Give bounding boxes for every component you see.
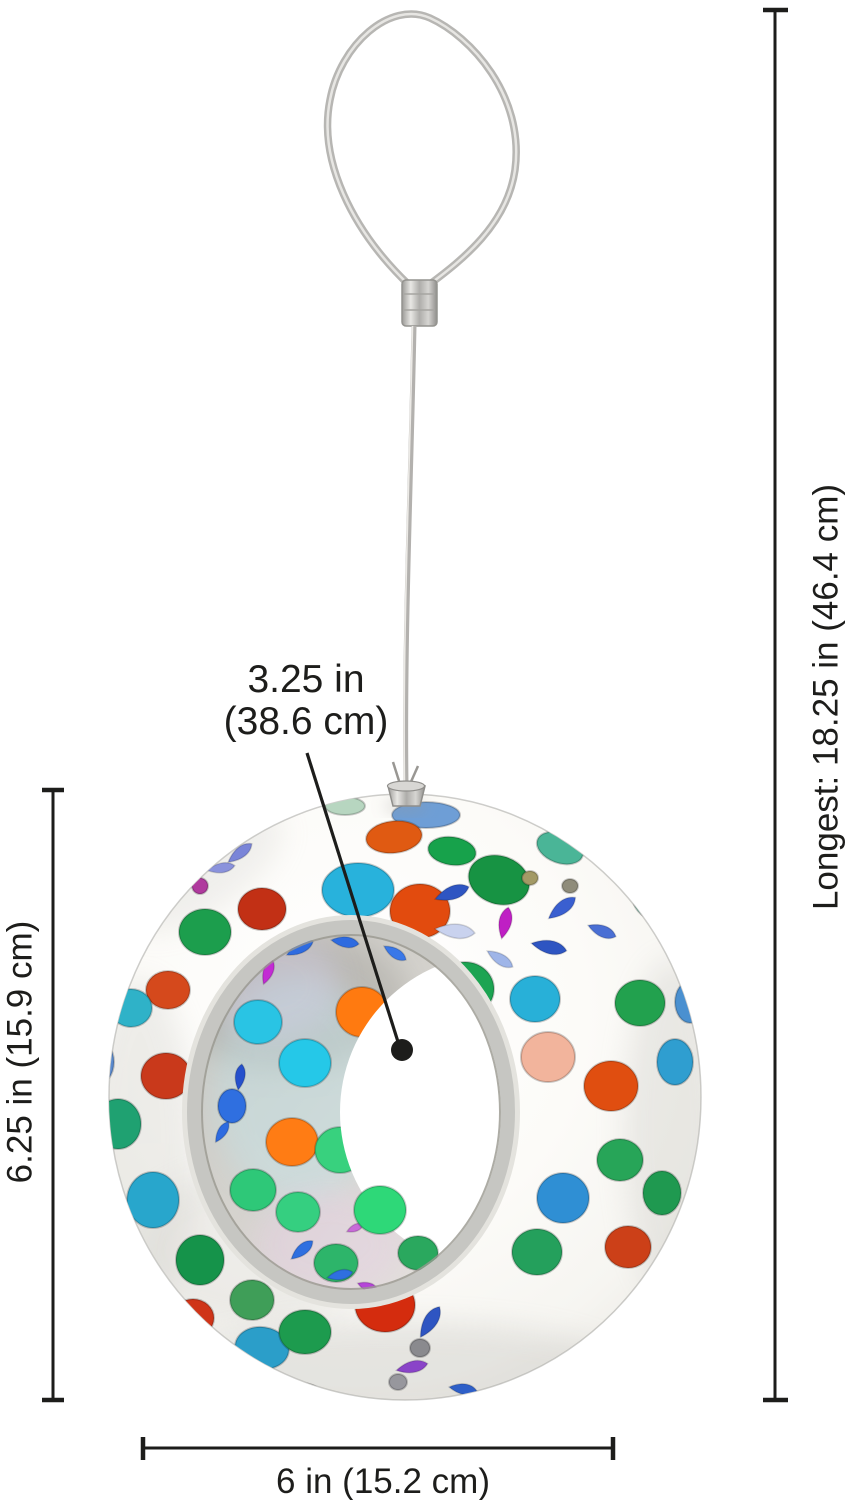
mosaic-petal (325, 1268, 354, 1281)
opening-rim-inner (201, 934, 501, 1290)
mosaic-dot (521, 870, 539, 886)
mosaic-dot (604, 1225, 652, 1269)
leader-line (305, 752, 401, 1046)
mosaic-dot (275, 1191, 321, 1233)
mosaic-dot (175, 1234, 225, 1286)
mosaic-petal (586, 923, 617, 940)
mosaic-petal (214, 1120, 230, 1144)
ferrule-top (386, 780, 426, 792)
mosaic-petal (486, 950, 514, 969)
mosaic-dot (237, 887, 287, 931)
mosaic-dot (217, 1088, 247, 1124)
mosaic-petal (419, 1305, 442, 1339)
mosaic-petal (433, 883, 470, 901)
mosaic-dot (409, 1338, 431, 1358)
mosaic-dot (278, 1038, 332, 1088)
overall-length-label: Longest: 18.25 in (46.4 cm) (807, 484, 846, 910)
hanging-loop-highlight (326, 12, 518, 286)
inner-diameter-label-line1: 3.25 in (247, 658, 364, 701)
hanging-wire-highlight (403, 325, 414, 785)
mosaic-dot (614, 979, 666, 1027)
mosaic-dot (171, 1298, 215, 1338)
mosaic-dot (229, 1168, 277, 1212)
hanging-wire (403, 325, 417, 785)
mosaic-dot (265, 1117, 319, 1167)
crimp-sleeve (401, 279, 438, 327)
mosaic-dot (109, 988, 153, 1028)
hanger (323, 10, 520, 785)
mosaic-petal (529, 939, 568, 956)
inner-diameter-label-line2: (38.6 cm) (224, 700, 389, 743)
mosaic-dot (206, 1372, 250, 1400)
mosaic-dot (278, 1309, 332, 1355)
mosaic-dot (596, 1138, 644, 1182)
tray-glass-pieces (353, 1185, 439, 1271)
mosaic-dot (233, 999, 283, 1045)
mosaic-dot (191, 877, 209, 895)
overall-length-dimension: Longest: 18.25 in (46.4 cm) (763, 7, 846, 1403)
through-hole (340, 954, 508, 1270)
width-label: 6 in (15.2 cm) (276, 1462, 490, 1500)
feeder (70, 793, 702, 1401)
mosaic-dot (365, 819, 423, 855)
inner-diameter-annotation: 3.25 in (38.6 cm) (224, 658, 413, 1061)
mosaic-dot (509, 975, 561, 1023)
mosaic-dot (109, 1037, 115, 1087)
mosaic-dot (145, 970, 191, 1010)
mosaic-dot (178, 908, 232, 956)
opening-rim-outer (182, 915, 520, 1309)
mosaic-dot (684, 932, 701, 968)
mosaic-dot (126, 1171, 180, 1229)
mosaic-dot (70, 1142, 104, 1184)
mosaic-petal (227, 842, 253, 864)
hanging-loop (323, 10, 520, 288)
mosaic-dot (511, 1228, 563, 1276)
mosaic-dot (353, 1185, 407, 1235)
mosaic-dot (388, 1373, 408, 1391)
mosaic-dot (109, 1098, 142, 1150)
mosaic-dot (561, 878, 579, 894)
height-label: 6.25 in (15.9 cm) (1, 921, 40, 1184)
mosaic-petal (329, 936, 360, 949)
mosaic-dot (427, 835, 477, 867)
mosaic-dot (642, 1170, 682, 1216)
mosaic-petal (382, 945, 407, 962)
mosaic-petal (394, 1359, 429, 1374)
mosaic-dot (467, 854, 531, 906)
width-dimension: 6 in (15.2 cm) (140, 1437, 616, 1500)
ferrule-prong (391, 761, 402, 785)
mosaic-dot (520, 1031, 576, 1083)
mosaic-petal (433, 923, 476, 940)
mosaic-petal (498, 906, 513, 941)
leader-dot (391, 1039, 413, 1061)
mosaic-petal (547, 896, 577, 920)
opening-rim (187, 920, 515, 1304)
mosaic-petal (234, 1063, 246, 1092)
mosaic-dot (229, 1279, 275, 1321)
height-dimension: 6.25 in (15.9 cm) (1, 787, 64, 1403)
mosaic-dot (321, 862, 395, 918)
mosaic-petal (205, 861, 236, 874)
mosaic-dot (656, 1038, 694, 1086)
mosaic-petal (290, 1240, 314, 1260)
wire-ferrule (384, 761, 428, 812)
mosaic-dot (674, 980, 701, 1024)
mosaic-dot (536, 1172, 590, 1224)
mosaic-dot (583, 1060, 639, 1112)
